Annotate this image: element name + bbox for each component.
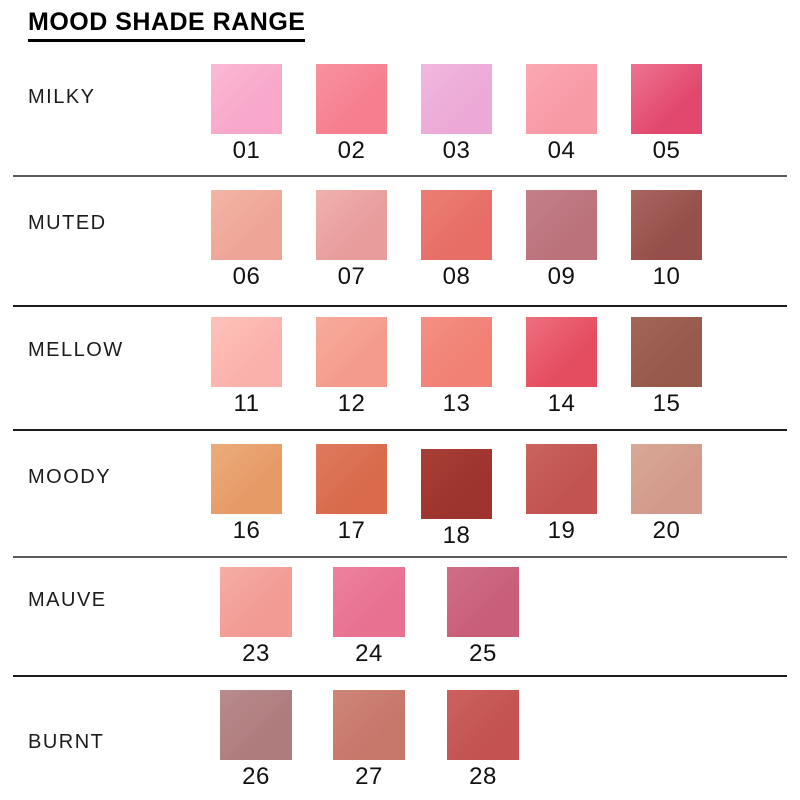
swatch-cell-04: 04 — [526, 64, 597, 164]
swatch-20 — [631, 444, 702, 514]
swatch-number-08: 08 — [442, 263, 471, 290]
swatch-number-26: 26 — [242, 763, 270, 790]
swatch-number-05: 05 — [652, 137, 681, 164]
swatch-number-18: 18 — [442, 522, 471, 549]
swatch-17 — [316, 444, 387, 514]
swatch-number-15: 15 — [652, 390, 681, 417]
row-label-milky: MILKY — [28, 86, 96, 108]
swatch-number-19: 19 — [547, 517, 576, 544]
swatch-number-07: 07 — [337, 263, 366, 290]
swatch-26 — [220, 690, 292, 760]
swatch-27 — [333, 690, 405, 760]
swatch-cell-05: 05 — [631, 64, 702, 164]
swatch-06 — [211, 190, 282, 260]
swatch-number-02: 02 — [337, 137, 366, 164]
swatch-10 — [631, 190, 702, 260]
swatch-cell-20: 20 — [631, 444, 702, 544]
swatch-number-16: 16 — [232, 517, 261, 544]
swatch-cell-10: 10 — [631, 190, 702, 290]
swatch-cell-18: 18 — [421, 449, 492, 549]
swatch-07 — [316, 190, 387, 260]
row-label-mellow: MELLOW — [28, 339, 124, 361]
swatch-number-28: 28 — [469, 763, 497, 790]
swatch-number-09: 09 — [547, 263, 576, 290]
swatch-number-03: 03 — [442, 137, 471, 164]
swatch-04 — [526, 64, 597, 134]
swatch-cell-09: 09 — [526, 190, 597, 290]
swatch-cell-17: 17 — [316, 444, 387, 544]
row-divider — [13, 429, 787, 431]
swatch-cell-12: 12 — [316, 317, 387, 417]
swatch-number-04: 04 — [547, 137, 576, 164]
swatch-18 — [421, 449, 492, 519]
swatch-cell-02: 02 — [316, 64, 387, 164]
swatch-01 — [211, 64, 282, 134]
swatch-cell-25: 25 — [447, 567, 519, 667]
swatch-13 — [421, 317, 492, 387]
swatch-number-20: 20 — [652, 517, 681, 544]
row-divider — [13, 175, 787, 177]
swatch-number-14: 14 — [547, 390, 576, 417]
swatch-16 — [211, 444, 282, 514]
row-label-mauve: MAUVE — [28, 589, 107, 611]
swatch-number-06: 06 — [232, 263, 261, 290]
swatch-08 — [421, 190, 492, 260]
swatch-03 — [421, 64, 492, 134]
swatch-cell-24: 24 — [333, 567, 405, 667]
swatch-11 — [211, 317, 282, 387]
row-divider — [13, 675, 787, 677]
swatch-cell-16: 16 — [211, 444, 282, 544]
swatch-number-10: 10 — [652, 263, 681, 290]
row-label-muted: MUTED — [28, 212, 107, 234]
swatch-cell-23: 23 — [220, 567, 292, 667]
swatch-cell-14: 14 — [526, 317, 597, 417]
swatch-cell-27: 27 — [333, 690, 405, 790]
swatch-cell-07: 07 — [316, 190, 387, 290]
row-divider — [13, 556, 787, 558]
swatch-14 — [526, 317, 597, 387]
swatch-number-12: 12 — [337, 390, 366, 417]
row-label-moody: MOODY — [28, 466, 112, 488]
swatch-28 — [447, 690, 519, 760]
swatch-cell-26: 26 — [220, 690, 292, 790]
swatch-cell-19: 19 — [526, 444, 597, 544]
swatch-number-25: 25 — [469, 640, 497, 667]
swatch-number-17: 17 — [337, 517, 366, 544]
row-divider — [13, 305, 787, 307]
swatch-02 — [316, 64, 387, 134]
swatch-cell-15: 15 — [631, 317, 702, 417]
swatch-cell-01: 01 — [211, 64, 282, 164]
swatch-23 — [220, 567, 292, 637]
swatch-15 — [631, 317, 702, 387]
swatch-number-24: 24 — [355, 640, 383, 667]
swatch-number-27: 27 — [355, 763, 383, 790]
swatch-number-23: 23 — [242, 640, 270, 667]
swatch-cell-08: 08 — [421, 190, 492, 290]
swatch-cell-28: 28 — [447, 690, 519, 790]
page-title: MOOD SHADE RANGE — [28, 8, 306, 42]
swatch-cell-13: 13 — [421, 317, 492, 417]
swatch-number-01: 01 — [232, 137, 261, 164]
swatch-19 — [526, 444, 597, 514]
swatch-number-11: 11 — [233, 390, 260, 417]
swatch-25 — [447, 567, 519, 637]
row-label-burnt: BURNT — [28, 731, 105, 753]
swatch-09 — [526, 190, 597, 260]
swatch-cell-11: 11 — [211, 317, 282, 417]
swatch-cell-06: 06 — [211, 190, 282, 290]
swatch-cell-03: 03 — [421, 64, 492, 164]
swatch-12 — [316, 317, 387, 387]
swatch-24 — [333, 567, 405, 637]
swatch-05 — [631, 64, 702, 134]
swatch-number-13: 13 — [442, 390, 471, 417]
